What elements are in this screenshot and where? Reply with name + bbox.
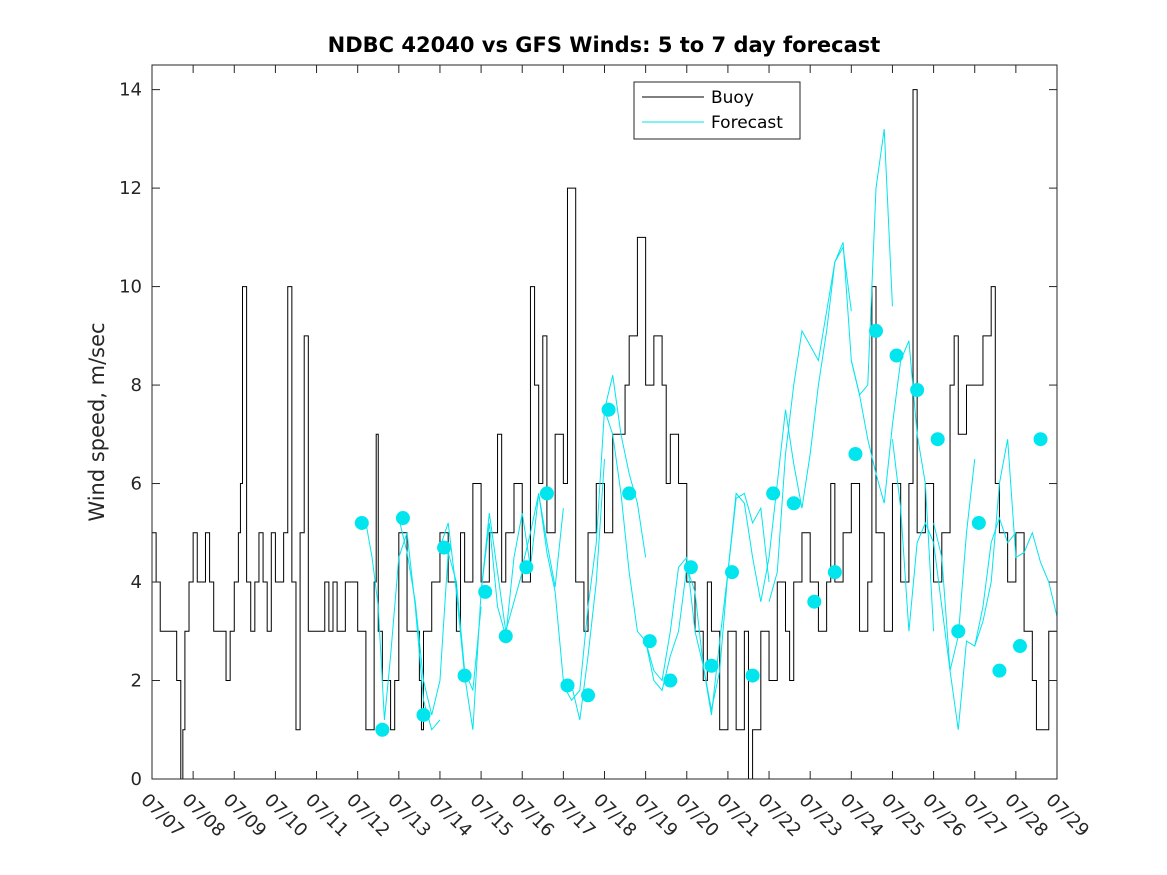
y-axis-label: Wind speed, m/sec (85, 322, 109, 521)
forecast-marker (457, 668, 472, 683)
x-tick-label: 07/23 (795, 790, 847, 842)
y-tick-label: 12 (119, 178, 142, 199)
buoy-series (152, 89, 1058, 780)
x-tick-label: 07/11 (301, 790, 353, 842)
forecast-marker (395, 511, 410, 526)
forecast-marker (354, 515, 369, 530)
legend-forecast-label: Forecast (711, 113, 783, 133)
forecast-marker (704, 658, 719, 673)
forecast-marker (745, 668, 760, 683)
forecast-marker (581, 688, 596, 703)
x-tick-label: 07/18 (589, 790, 641, 842)
x-tick-label: 07/26 (918, 790, 970, 842)
x-tick-label: 07/19 (630, 790, 682, 842)
forecast-marker (992, 663, 1007, 678)
forecast-marker (807, 594, 822, 609)
forecast-line (891, 439, 976, 671)
forecast-marker (766, 486, 781, 501)
x-tick-label: 07/27 (959, 790, 1011, 842)
forecast-marker (642, 634, 657, 649)
x-tick-label: 07/17 (548, 790, 600, 842)
forecast-marker (1033, 432, 1048, 447)
forecast-marker (1012, 639, 1027, 654)
forecast-line (727, 409, 811, 602)
forecast-marker (910, 382, 925, 397)
forecast-marker (498, 629, 513, 644)
x-tick-label: 07/16 (507, 790, 559, 842)
legend-buoy-label: Buoy (711, 88, 754, 108)
forecast-marker (663, 673, 678, 688)
x-tick-label: 07/21 (712, 790, 764, 842)
x-tick-label: 07/08 (178, 790, 230, 842)
y-axis: 0 2 4 6 8 10 12 14 (119, 80, 1057, 790)
plot-area (152, 65, 1057, 779)
x-tick-label: 07/10 (260, 790, 312, 842)
forecast-marker (848, 447, 863, 462)
y-tick-label: 14 (119, 80, 142, 101)
x-tick-label: 07/29 (1041, 790, 1093, 842)
forecast-marker (560, 678, 575, 693)
x-tick-label: 07/20 (671, 790, 723, 842)
forecast-marker (601, 402, 616, 417)
y-tick-label: 4 (131, 572, 142, 593)
forecast-marker (951, 624, 966, 639)
legend: Buoy Forecast (633, 81, 801, 140)
x-tick-label: 07/09 (219, 790, 271, 842)
forecast-marker (827, 565, 842, 580)
x-tick-label: 07/28 (1000, 790, 1052, 842)
chart-title: NDBC 42040 vs GFS Winds: 5 to 7 day fore… (328, 33, 881, 57)
forecast-markers (354, 323, 1048, 737)
forecast-line (768, 245, 852, 602)
legend-box (633, 81, 801, 140)
forecast-marker (622, 486, 637, 501)
forecast-marker (786, 496, 801, 511)
forecast-marker (869, 323, 883, 338)
forecast-marker (930, 432, 945, 447)
forecast-marker (971, 515, 986, 530)
forecast-line (645, 556, 729, 711)
x-tick-label: 07/24 (836, 790, 888, 842)
forecast-marker (725, 565, 740, 580)
forecast-marker (375, 722, 390, 737)
forecast-line (974, 439, 1058, 647)
forecast-marker (683, 560, 698, 575)
forecast-line (480, 493, 564, 637)
forecast-marker (416, 707, 431, 722)
x-tick-label: 07/14 (424, 790, 476, 842)
x-tick-label: 07/15 (466, 790, 518, 842)
y-tick-label: 2 (131, 671, 142, 692)
forecast-line (850, 340, 935, 632)
forecast-marker (519, 560, 534, 575)
x-tick-label: 07/07 (136, 790, 188, 842)
forecast-marker (478, 584, 493, 599)
forecast-marker (889, 348, 904, 363)
buoy-line (152, 89, 1058, 780)
x-tick-label: 07/12 (342, 790, 394, 842)
forecast-marker (437, 540, 452, 555)
y-tick-label: 0 (131, 769, 142, 790)
y-tick-label: 6 (131, 474, 142, 495)
x-tick-label: 07/25 (877, 790, 929, 842)
y-tick-label: 10 (119, 277, 142, 298)
forecast-marker (539, 486, 554, 501)
x-tick-label: 07/22 (754, 790, 806, 842)
y-tick-label: 8 (131, 375, 142, 396)
x-tick-label: 07/13 (383, 790, 435, 842)
